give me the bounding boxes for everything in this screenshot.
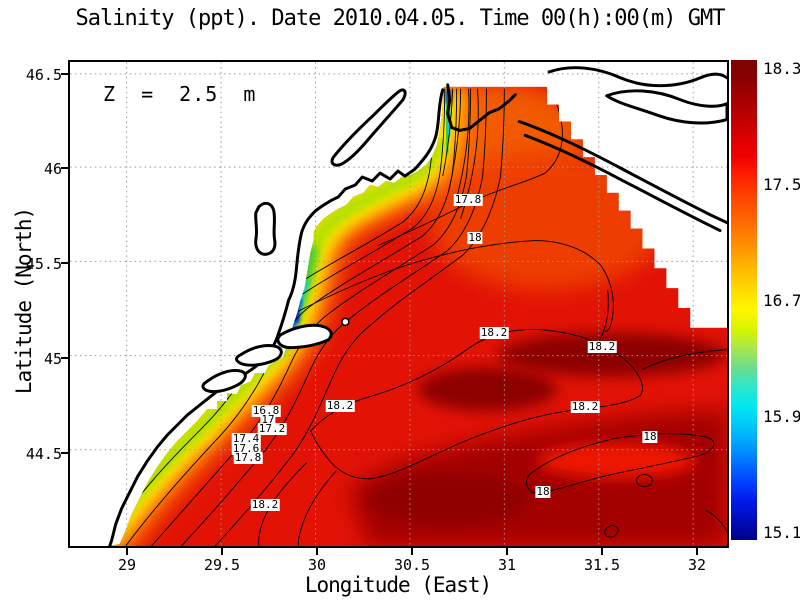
y-tick-label: 45: [43, 350, 62, 368]
x-tick-mark: [126, 548, 128, 555]
x-tick-mark: [601, 548, 603, 555]
y-axis-title: Latitude (North): [12, 207, 36, 395]
contour-label: 18.2: [587, 340, 617, 353]
y-tick-mark: [61, 357, 68, 359]
lagoon-outline: [330, 88, 407, 167]
colorbar-tick-label: 15.9: [763, 407, 800, 426]
spit-line-a: [517, 120, 727, 225]
colorbar-tick-label: 18.3: [763, 59, 800, 78]
x-tick-mark: [316, 548, 318, 555]
x-tick-label: 32: [687, 556, 707, 574]
colorbar-tick-label: 17.5: [763, 175, 800, 194]
x-tick-mark: [411, 548, 413, 555]
y-tick-label: 45.5: [25, 255, 62, 273]
x-tick-label: 29: [117, 556, 137, 574]
colorbar-tick-label: 15.1: [763, 523, 800, 542]
delta-lagoon-b: [235, 344, 283, 367]
contour-label: 18: [467, 231, 483, 244]
x-tick-mark: [696, 548, 698, 555]
contour-label: 18.2: [479, 326, 509, 339]
y-tick-mark: [61, 262, 68, 264]
x-tick-label: 30: [307, 556, 327, 574]
y-tick-label: 46: [43, 160, 62, 178]
x-tick-label: 31: [497, 556, 517, 574]
salinity-field: [109, 86, 727, 546]
contour-label: 17.2: [257, 422, 287, 435]
colorbar: [731, 60, 757, 540]
contour-label: 18: [642, 430, 658, 443]
peninsula-outline: [254, 201, 277, 256]
y-tick-mark: [61, 452, 68, 454]
y-tick-mark: [61, 167, 68, 169]
contour-label: 18: [535, 485, 551, 498]
station-marker: [341, 317, 350, 327]
x-axis-title: Longitude (East): [304, 573, 492, 597]
coastline: [108, 66, 727, 546]
contour-label: 17.8: [233, 451, 263, 464]
contour-label: 18.2: [570, 400, 600, 413]
estuary-east-bank: [446, 83, 517, 132]
north-land-strip: [605, 89, 727, 125]
contour-label: 18.2: [250, 498, 280, 511]
depth-annotation: Z = 2.5 m: [103, 82, 257, 106]
north-shore-line: [547, 66, 727, 88]
y-tick-label: 46.5: [25, 66, 62, 84]
delta-lagoon-c: [201, 368, 247, 394]
map-plot-area: [68, 60, 729, 548]
contour-label: 18.2: [325, 399, 355, 412]
x-tick-mark: [221, 548, 223, 555]
map-canvas: [70, 62, 727, 546]
x-tick-label: 29.5: [203, 556, 241, 574]
x-tick-label: 30.5: [393, 556, 431, 574]
y-tick-label: 44.5: [25, 445, 62, 463]
y-tick-mark: [61, 73, 68, 75]
contour-label: 17.4: [231, 432, 261, 445]
x-tick-mark: [506, 548, 508, 555]
grid-lines: [70, 62, 727, 546]
x-tick-label: 31.5: [583, 556, 621, 574]
delta-lagoon-a: [276, 323, 333, 350]
spit-line-b: [523, 133, 722, 233]
figure-title: Salinity (ppt). Date 2010.04.05. Time 00…: [75, 6, 726, 31]
contour-label: 17.8: [453, 193, 483, 206]
colorbar-tick-label: 16.7: [763, 291, 800, 310]
